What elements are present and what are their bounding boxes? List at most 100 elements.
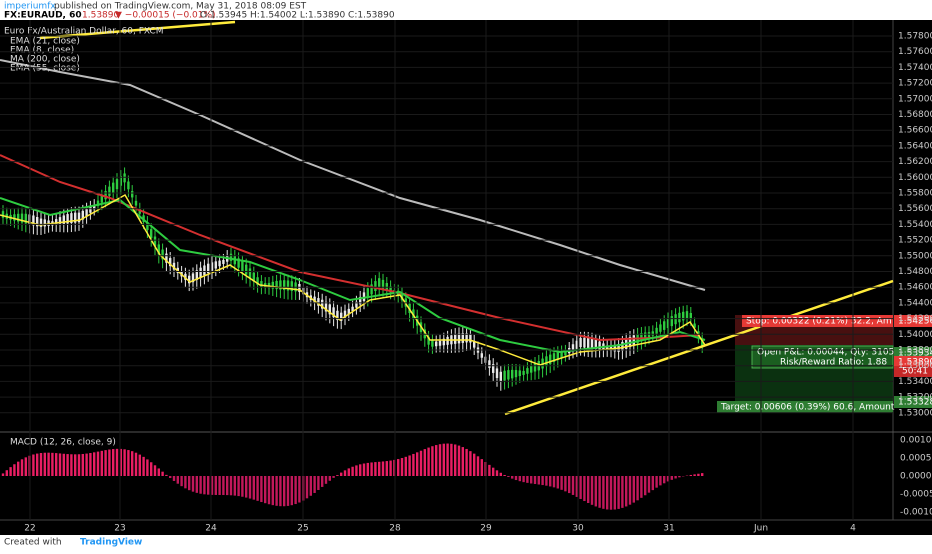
candle-body xyxy=(496,368,498,378)
macd-bar xyxy=(101,451,103,476)
date-tick-label: 24 xyxy=(205,524,217,534)
macd-bar xyxy=(462,447,464,476)
macd-bar xyxy=(188,476,190,490)
macd-bar xyxy=(78,454,80,476)
macd-bar xyxy=(97,452,99,476)
macd-bar xyxy=(89,453,91,476)
candle-body xyxy=(534,363,536,371)
price-tick-label: 1.53200 xyxy=(898,393,932,403)
macd-bar xyxy=(367,463,369,476)
price-tick-label: 1.54800 xyxy=(898,267,932,277)
price-tick-label: 1.54000 xyxy=(898,330,932,340)
macd-bar xyxy=(222,476,224,495)
price-tick-label: 1.53800 xyxy=(898,346,932,356)
brand[interactable]: TradingView xyxy=(80,538,142,548)
stop-text: Stop: 0.00322 (0.21%) 32.2, Am xyxy=(746,317,892,327)
candle-body xyxy=(621,342,623,351)
macd-bar xyxy=(51,453,53,476)
macd-bar xyxy=(203,476,205,494)
candle-body xyxy=(678,313,680,322)
candle-body xyxy=(587,338,589,348)
macd-bar xyxy=(621,476,623,508)
macd-bar xyxy=(139,455,141,476)
macd-bar xyxy=(401,458,403,476)
price-tick-label: 1.56200 xyxy=(898,157,932,167)
date-tick-label: 30 xyxy=(572,524,584,534)
macd-tick-label: -0.0005 xyxy=(900,490,932,500)
macd-bar xyxy=(264,476,266,503)
macd-bar xyxy=(123,449,125,476)
macd-bar xyxy=(230,476,232,495)
macd-bar xyxy=(405,457,407,476)
target-text: Target: 0.00606 (0.39%) 60.6, Amount xyxy=(720,403,895,413)
candle-body xyxy=(446,337,448,345)
macd-bar xyxy=(655,476,657,488)
macd-bar xyxy=(161,472,163,476)
macd-bar xyxy=(329,476,331,481)
candle-body xyxy=(439,341,441,346)
candle-body xyxy=(127,182,129,190)
macd-bar xyxy=(237,476,239,496)
macd-bar xyxy=(458,446,460,476)
macd-bar xyxy=(701,473,703,476)
candle-body xyxy=(503,371,505,381)
candle-body xyxy=(686,311,688,318)
macd-bar xyxy=(697,474,699,476)
macd-bar xyxy=(2,473,4,476)
macd-bar xyxy=(32,454,34,476)
macd-bar xyxy=(446,444,448,476)
candle-body xyxy=(454,334,456,344)
candle-body xyxy=(488,360,490,368)
macd-bar xyxy=(291,476,293,505)
macd-bar xyxy=(671,476,673,480)
macd-bar xyxy=(519,476,521,481)
macd-bar xyxy=(690,475,692,476)
candle-body xyxy=(135,201,137,206)
candle-body xyxy=(112,183,114,193)
candle-body xyxy=(652,331,654,335)
macd-bar xyxy=(298,476,300,503)
macd-bar xyxy=(431,446,433,476)
macd-bar xyxy=(640,476,642,498)
candle-body xyxy=(481,353,483,357)
price-tick-label: 1.57600 xyxy=(898,47,932,57)
macd-bar xyxy=(408,455,410,476)
macd-bar xyxy=(275,476,277,506)
macd-bar xyxy=(104,450,106,476)
candle-body xyxy=(131,191,133,197)
macd-bar xyxy=(443,444,445,476)
macd-bar xyxy=(127,450,129,476)
macd-bar xyxy=(310,476,312,496)
price-tick-label: 1.55000 xyxy=(898,251,932,261)
candle-body xyxy=(511,370,513,378)
macd-bar xyxy=(116,449,118,476)
candle-body xyxy=(222,260,224,264)
price-tick-label: 1.53400 xyxy=(898,377,932,387)
price-tick-label: 1.56600 xyxy=(898,126,932,136)
macd-bar xyxy=(374,462,376,476)
candle-body xyxy=(89,207,91,213)
macd-bar xyxy=(412,454,414,476)
macd-bar xyxy=(355,465,357,476)
candle-body xyxy=(245,265,247,275)
macd-bar xyxy=(606,476,608,509)
macd-tick-label: 0.0010 xyxy=(900,436,932,446)
candle-body xyxy=(515,370,517,377)
macd-bar xyxy=(317,476,319,490)
macd-bar xyxy=(325,476,327,484)
candle-body xyxy=(241,261,243,271)
macd-bar xyxy=(332,476,334,478)
macd-bar xyxy=(481,459,483,476)
macd-bar xyxy=(507,476,509,477)
macd-bar xyxy=(492,468,494,476)
macd-bar xyxy=(617,476,619,509)
macd-bar xyxy=(420,451,422,476)
macd-bar xyxy=(294,476,296,504)
candle-body xyxy=(116,179,118,189)
date-tick-label: 29 xyxy=(480,524,492,534)
macd-bar xyxy=(416,452,418,476)
candle-body xyxy=(530,365,532,372)
macd-bar xyxy=(321,476,323,487)
price-tick-label: 1.55800 xyxy=(898,189,932,199)
macd-bar xyxy=(70,454,72,476)
